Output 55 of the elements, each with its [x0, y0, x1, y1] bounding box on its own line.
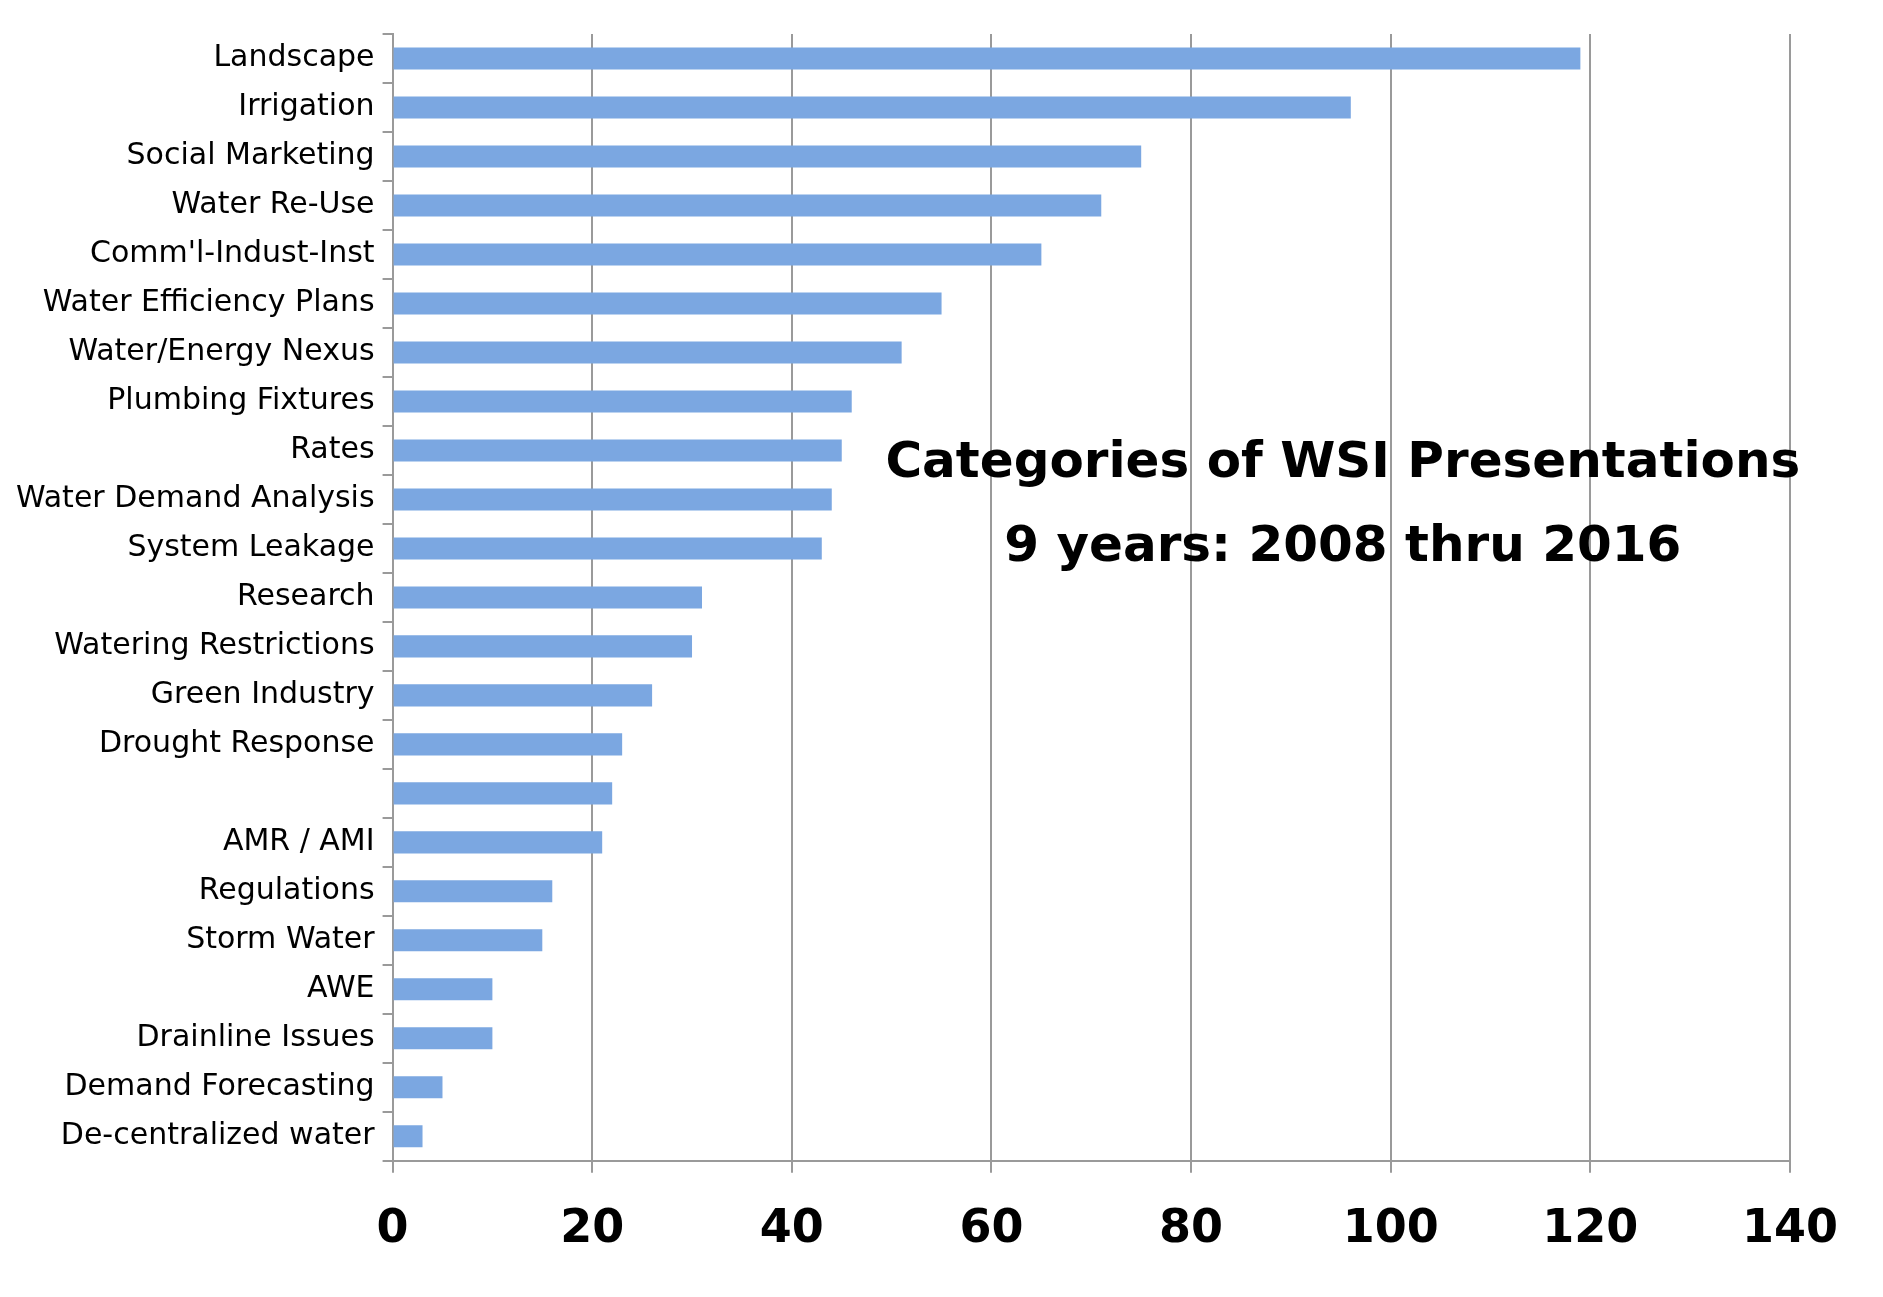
bar [393, 1027, 493, 1050]
bar [393, 96, 1351, 119]
bar [393, 439, 842, 462]
bar [393, 488, 832, 511]
y-tick-label: AWE [307, 969, 375, 1005]
y-tick-label: Water Demand Analysis [15, 479, 375, 515]
y-tick-label: System Leakage [127, 528, 375, 564]
x-tick-label: 100 [1342, 1199, 1439, 1254]
y-tick-label: Social Marketing [126, 136, 375, 172]
y-tick-label: Research [236, 577, 375, 613]
x-tick-label: 20 [560, 1199, 625, 1254]
bar [393, 978, 493, 1001]
bar [393, 1076, 443, 1099]
bar [393, 831, 603, 854]
bar [393, 880, 553, 903]
bar [393, 733, 623, 756]
x-tick-label: 40 [759, 1199, 824, 1254]
y-tick-label: Drought Response [98, 724, 375, 760]
y-tick-label: Water Re-Use [171, 185, 375, 221]
y-tick-label: De-centralized water [60, 1116, 376, 1152]
y-tick-label: Regulations [198, 871, 375, 907]
y-tick-label: Rates [290, 430, 375, 466]
bar [393, 47, 1581, 70]
bar [393, 390, 852, 413]
y-tick-label: Storm Water [186, 920, 376, 956]
bar [393, 684, 653, 707]
y-tick-label: Water/Energy Nexus [68, 332, 375, 368]
bar [393, 341, 902, 364]
bar [393, 243, 1042, 266]
text: 9 years: 2008 thru 2016 [1004, 514, 1682, 573]
x-tick-label: 0 [376, 1199, 409, 1254]
bar [393, 537, 822, 560]
bar [393, 586, 703, 609]
y-tick-label: Water Efficiency Plans [42, 283, 375, 319]
bar [393, 929, 543, 952]
bar [393, 1125, 423, 1148]
y-tick-label: Plumbing Fixtures [107, 381, 375, 417]
y-tick-label: Drainline Issues [136, 1018, 375, 1054]
x-tick-label: 60 [959, 1199, 1024, 1254]
x-tick-label: 140 [1741, 1199, 1839, 1254]
bar [393, 292, 942, 315]
y-tick-label: Comm'l-Indust-Inst [90, 234, 375, 270]
y-tick-label: Watering Restrictions [54, 626, 375, 662]
bar [393, 145, 1142, 168]
y-tick-label: Demand Forecasting [64, 1067, 375, 1103]
bar [393, 782, 613, 805]
x-tick-label: 120 [1542, 1199, 1639, 1254]
text: Categories of WSI Presentations [885, 430, 1801, 489]
y-tick-label: Irrigation [238, 87, 375, 123]
x-tick-label: 80 [1159, 1199, 1224, 1254]
y-tick-label: Green Industry [150, 675, 375, 711]
bar [393, 194, 1102, 217]
y-tick-label: Landscape [213, 38, 375, 74]
bar [393, 635, 693, 658]
y-tick-label: AMR / AMI [222, 822, 375, 858]
